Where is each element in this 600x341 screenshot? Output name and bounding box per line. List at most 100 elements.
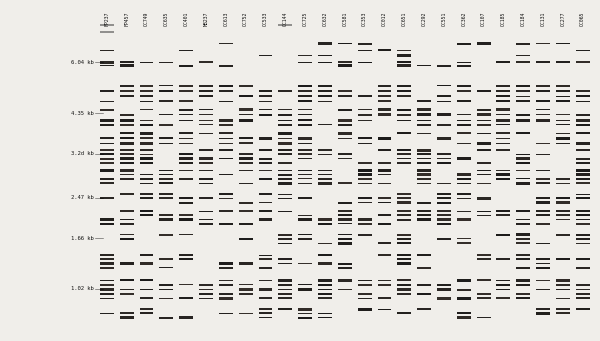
Bar — [417, 267, 431, 269]
Bar — [517, 219, 530, 220]
Bar — [358, 114, 371, 116]
Bar — [377, 280, 391, 281]
Bar — [338, 263, 352, 265]
Bar — [437, 223, 451, 224]
Bar — [100, 108, 114, 111]
Bar — [517, 258, 530, 260]
Bar — [556, 219, 570, 220]
Bar — [199, 219, 213, 220]
Bar — [140, 158, 154, 160]
Bar — [100, 101, 114, 102]
Bar — [239, 293, 253, 295]
Bar — [437, 153, 451, 155]
Bar — [278, 90, 292, 92]
Bar — [179, 90, 193, 92]
Bar — [160, 114, 173, 116]
Bar — [377, 90, 391, 92]
Bar — [556, 143, 570, 144]
Bar — [120, 316, 134, 319]
Bar — [179, 120, 193, 121]
Bar — [338, 223, 352, 224]
Bar — [199, 223, 213, 225]
Bar — [476, 114, 491, 116]
Bar — [259, 258, 272, 260]
Bar — [219, 262, 233, 265]
Text: OC632: OC632 — [322, 12, 328, 26]
Bar — [536, 85, 550, 87]
Bar — [199, 95, 213, 97]
Bar — [278, 279, 292, 282]
Bar — [358, 62, 371, 63]
Bar — [576, 119, 590, 122]
Bar — [517, 162, 530, 164]
Text: OC635: OC635 — [164, 12, 169, 26]
Bar — [536, 143, 550, 144]
Bar — [397, 108, 411, 111]
Bar — [437, 238, 451, 240]
Bar — [397, 54, 411, 57]
Bar — [179, 170, 193, 171]
Bar — [517, 254, 530, 256]
Bar — [179, 158, 193, 160]
Bar — [517, 61, 530, 63]
Bar — [199, 90, 213, 92]
Bar — [140, 90, 154, 92]
Bar — [576, 101, 590, 102]
Bar — [140, 149, 154, 151]
Bar — [179, 297, 193, 299]
Bar — [318, 262, 332, 265]
Bar — [318, 243, 332, 244]
Bar — [536, 109, 550, 110]
Bar — [358, 284, 371, 285]
Bar — [160, 218, 173, 221]
Bar — [318, 284, 332, 285]
Bar — [437, 284, 451, 286]
Bar — [120, 174, 134, 175]
Bar — [476, 43, 491, 45]
Bar — [179, 153, 193, 155]
Bar — [556, 312, 570, 314]
Bar — [517, 119, 530, 122]
Bar — [318, 288, 332, 291]
Bar — [160, 90, 173, 92]
Bar — [397, 238, 411, 240]
Bar — [199, 178, 213, 180]
Bar — [397, 61, 411, 63]
Bar — [100, 178, 114, 180]
Bar — [160, 174, 173, 175]
Bar — [397, 153, 411, 155]
Bar — [496, 178, 511, 180]
Text: FP457: FP457 — [124, 12, 129, 26]
Bar — [100, 254, 114, 256]
Bar — [556, 85, 570, 87]
Bar — [476, 297, 491, 299]
Bar — [457, 210, 470, 212]
Bar — [278, 234, 292, 236]
Bar — [496, 143, 511, 144]
Bar — [259, 202, 272, 204]
Bar — [476, 210, 491, 212]
Bar — [298, 317, 312, 318]
Bar — [179, 137, 193, 139]
Bar — [338, 119, 352, 122]
Bar — [457, 43, 470, 45]
Bar — [160, 178, 173, 180]
Bar — [358, 197, 371, 199]
Bar — [298, 170, 312, 171]
Bar — [160, 100, 173, 102]
Bar — [476, 258, 491, 260]
Bar — [219, 101, 233, 102]
Bar — [536, 312, 550, 314]
Bar — [338, 238, 352, 240]
Bar — [338, 153, 352, 155]
Bar — [576, 50, 590, 51]
Bar — [517, 101, 530, 102]
Bar — [358, 178, 371, 180]
Bar — [318, 317, 332, 318]
Bar — [140, 109, 154, 110]
Bar — [496, 138, 511, 139]
Bar — [160, 267, 173, 268]
Bar — [457, 132, 470, 134]
Bar — [536, 267, 550, 269]
Bar — [298, 214, 312, 216]
